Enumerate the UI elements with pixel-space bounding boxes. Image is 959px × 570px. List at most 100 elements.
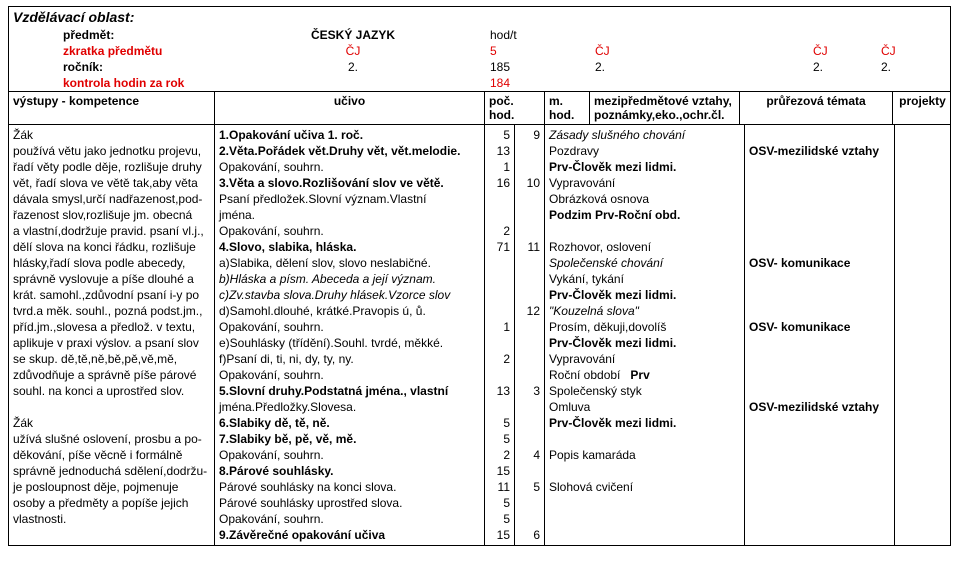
- header-cell: 184: [488, 75, 548, 91]
- cell-line: [489, 399, 510, 415]
- cell-line: 15: [489, 463, 510, 479]
- cell-line: Párové souhlásky na konci slova.: [219, 479, 480, 495]
- cell-line: 12: [519, 303, 540, 319]
- cell-line: 3.Věta a slovo.Rozlišování slov ve větě.: [219, 175, 480, 191]
- cell-line: [549, 223, 740, 239]
- column-headers: výstupy - kompetence učivo poč. hod. m. …: [8, 91, 951, 125]
- cell-line: b)Hláska a písm. Abeceda a její význam.: [219, 271, 480, 287]
- cell-line: 1: [489, 159, 510, 175]
- cell-line: děkování, píše věcně i formálně: [13, 447, 210, 463]
- header-cell: ČJ: [593, 43, 743, 59]
- cell-line: 5: [489, 495, 510, 511]
- cell-line: "Kouzelná slova": [549, 303, 740, 319]
- header-cell: [548, 34, 593, 36]
- cell-line: OSV- komunikace: [749, 319, 890, 335]
- cell-line: řazenost slov,rozlišuje jm. obecná: [13, 207, 210, 223]
- cell-line: [519, 143, 540, 159]
- cell-line: [519, 287, 540, 303]
- cell-line: 9: [519, 127, 540, 143]
- header-cell: [548, 82, 593, 84]
- cell-line: Pozdravy: [549, 143, 740, 159]
- cell-line: 13: [489, 143, 510, 159]
- cell-line: 4: [519, 447, 540, 463]
- cell-line: 5: [489, 127, 510, 143]
- cell-line: Společenské chování: [549, 255, 740, 271]
- cell-line: 11: [519, 239, 540, 255]
- cell-line: 13: [489, 383, 510, 399]
- header-cell: ročník:: [13, 59, 218, 75]
- cell-line: 2: [489, 447, 510, 463]
- cell-line: Opakování, souhrn.: [219, 367, 480, 383]
- cell-line: 6.Slabiky dě, tě, ně.: [219, 415, 480, 431]
- cell-line: souhl. na konci a uprostřed slov.: [13, 383, 210, 399]
- cell-line: 3: [519, 383, 540, 399]
- cell-line: krát. samohl.,zdůvodní psaní i-y po: [13, 287, 210, 303]
- cell-line: 5: [489, 511, 510, 527]
- cell-line: [519, 271, 540, 287]
- cell-line: 5: [489, 431, 510, 447]
- cell-line: [489, 207, 510, 223]
- cell-line: [519, 351, 540, 367]
- cell-line: používá větu jako jednotku projevu,: [13, 143, 210, 159]
- header-cell: 2.: [593, 59, 743, 75]
- cell-line: 2: [489, 351, 510, 367]
- cell-line: [749, 207, 890, 223]
- cell-line: 1.Opakování učiva 1. roč.: [219, 127, 480, 143]
- cell-line: Společenský styk: [549, 383, 740, 399]
- cell-line: Zásady slušného chování: [549, 127, 740, 143]
- cell-line: c)Zv.stavba slova.Druhy hlásek.Vzorce sl…: [219, 287, 480, 303]
- cell-line: 8.Párové souhlásky.: [219, 463, 480, 479]
- cell-line: Opakování, souhrn.: [219, 511, 480, 527]
- cell-line: Prv-Člověk mezi lidmi.: [549, 287, 740, 303]
- cell-line: Párové souhlásky uprostřed slova.: [219, 495, 480, 511]
- cell-line: [13, 399, 210, 415]
- cell-line: Obrázková osnova: [549, 191, 740, 207]
- hdr-mezi: mezipředmětové vztahy, poznámky,eko.,och…: [589, 92, 739, 124]
- cell-line: [749, 367, 890, 383]
- cell-line: užívá slušné oslovení, prosbu a po-: [13, 431, 210, 447]
- cell-line: správně vyslovuje a píše dlouhé a: [13, 271, 210, 287]
- cell-line: [519, 415, 540, 431]
- header-cell: ČJ: [811, 43, 879, 59]
- cell-line: [519, 255, 540, 271]
- cell-line: a vlastní,dodržuje pravid. psaní vl.j.,: [13, 223, 210, 239]
- cell-line: [749, 127, 890, 143]
- cell-line: [749, 383, 890, 399]
- header-cell: ČESKÝ JAZYK: [218, 27, 488, 43]
- cell-line: [519, 431, 540, 447]
- col-mezi: Zásady slušného chováníPozdravyPrv-Člově…: [544, 125, 744, 545]
- cell-line: [749, 351, 890, 367]
- cell-line: Opakování, souhrn.: [219, 447, 480, 463]
- header-row: ročník:2.1852.2.2.: [9, 59, 950, 75]
- cell-line: 5: [519, 479, 540, 495]
- header-cell: [879, 82, 947, 84]
- cell-line: Vypravování: [549, 175, 740, 191]
- hdr-ucivo: učivo: [214, 92, 484, 124]
- cell-line: [489, 303, 510, 319]
- cell-line: [519, 399, 540, 415]
- cell-line: Opakování, souhrn.: [219, 159, 480, 175]
- cell-line: 2.Věta.Pořádek vět.Druhy vět, vět.melodi…: [219, 143, 480, 159]
- hdr-m: m. hod.: [544, 92, 589, 124]
- cell-line: Prv-Člověk mezi lidmi.: [549, 159, 740, 175]
- cell-line: Vykání, tykání: [549, 271, 740, 287]
- cell-line: příd.jm.,slovesa a předlož. v textu,: [13, 319, 210, 335]
- cell-line: [519, 223, 540, 239]
- cell-line: OSV-mezilidské vztahy: [749, 399, 890, 415]
- main-grid: Žákpoužívá větu jako jednotku projevu,řa…: [8, 125, 951, 546]
- cell-line: [519, 207, 540, 223]
- cell-line: 9.Závěrečné opakování učiva: [219, 527, 480, 543]
- hdr-projekty: projekty: [892, 92, 952, 124]
- col-prurez: OSV-mezilidské vztahy OSV- komunikace OS…: [744, 125, 894, 545]
- cell-line: [749, 303, 890, 319]
- cell-line: [519, 495, 540, 511]
- vzd-oblast-label: Vzdělávací oblast:: [9, 7, 950, 27]
- cell-line: [519, 319, 540, 335]
- col-projekty: [894, 125, 954, 545]
- cell-line: [489, 335, 510, 351]
- cell-line: hlásky,řadí slova podle abecedy,: [13, 255, 210, 271]
- cell-line: Opakování, souhrn.: [219, 319, 480, 335]
- cell-line: [749, 287, 890, 303]
- cell-line: [749, 239, 890, 255]
- col-m: 9 10 11 12 3 4 5 6: [514, 125, 544, 545]
